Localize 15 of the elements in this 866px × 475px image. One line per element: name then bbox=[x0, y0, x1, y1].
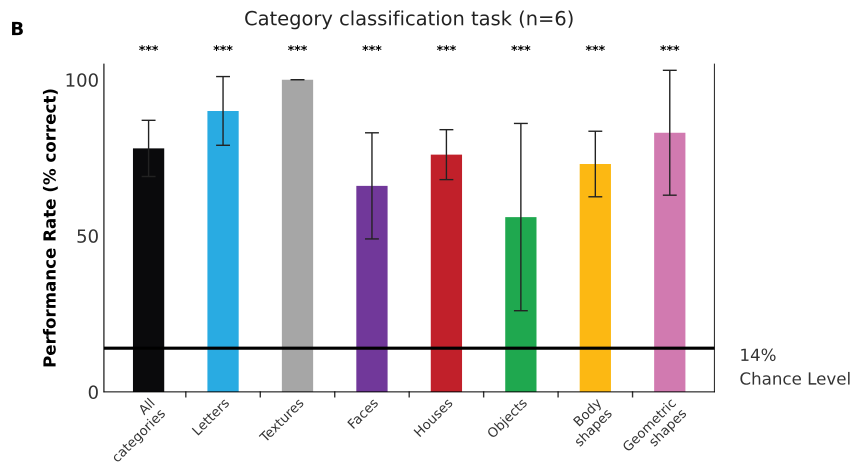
text: *** bbox=[586, 45, 605, 51]
y-tick-label: 100 bbox=[66, 73, 98, 87]
text: *** bbox=[511, 45, 530, 51]
y-axis-title: Performance Rate (% correct) bbox=[42, 89, 58, 366]
y-tick-label: 0 bbox=[88, 385, 98, 399]
text: *** bbox=[362, 45, 382, 51]
text: *** bbox=[139, 45, 158, 51]
text: *** bbox=[660, 45, 680, 51]
text: *** bbox=[288, 45, 308, 51]
y-tick-label: 50 bbox=[77, 229, 98, 243]
ref-line-label: 14% Chance Level bbox=[740, 348, 850, 385]
text: *** bbox=[213, 45, 233, 51]
text: *** bbox=[436, 45, 456, 51]
text: B bbox=[12, 22, 23, 36]
chart-title: Category classification task (n=6) bbox=[245, 10, 573, 30]
